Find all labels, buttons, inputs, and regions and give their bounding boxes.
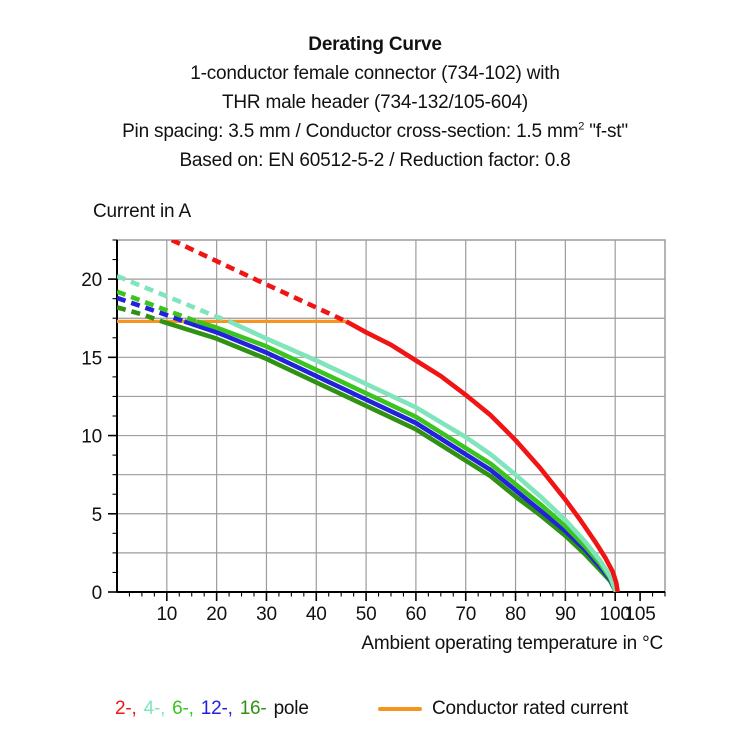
- y-axis-title: Current in A: [93, 201, 191, 222]
- x-tick-label: 50: [356, 604, 377, 625]
- x-tick-label: 90: [555, 604, 576, 625]
- title-line-header: THR male header (734-132/105-604): [221, 92, 529, 113]
- x-axis-title: Ambient operating temperature in °C: [361, 633, 663, 654]
- y-tick-label: 5: [92, 505, 102, 526]
- y-tick-label: 0: [92, 583, 102, 604]
- curve-2-pole: [345, 319, 620, 592]
- spec-text-after: "f-st": [584, 121, 628, 142]
- legend-pole-2: 2-,: [115, 698, 137, 719]
- legend-rated: Conductor rated current: [378, 698, 628, 720]
- x-tick-label: 80: [505, 604, 526, 625]
- x-tick-label: 60: [406, 604, 427, 625]
- curve-12-pole: [183, 319, 619, 592]
- legend-pole-6: 6-,: [172, 698, 194, 719]
- legend-pole-12: 12-,: [200, 698, 233, 719]
- curve-dashed-2-pole: [170, 240, 348, 324]
- legend-rated-label: Conductor rated current: [432, 698, 629, 719]
- legend-pole-suffix: pole: [273, 698, 309, 719]
- legend-poles: 2-, 4-, 6-, 12-, 16- pole: [115, 698, 309, 720]
- chart-title: Derating Curve: [308, 34, 442, 55]
- x-tick-label: 40: [306, 604, 327, 625]
- curve-dashed-6-pole: [117, 289, 198, 324]
- title-line-spec: Pin spacing: 3.5 mm / Conductor cross-se…: [0, 117, 750, 146]
- x-tick-label: 70: [455, 604, 476, 625]
- x-tick-label: 105: [625, 604, 656, 625]
- curve-6-pole: [196, 319, 619, 592]
- curve-dashed-16-pole: [117, 305, 163, 324]
- x-tick-label: 10: [156, 604, 177, 625]
- x-tick-label: 100: [600, 604, 631, 625]
- spec-superscript: 2: [578, 120, 585, 133]
- curve-dashed-12-pole: [117, 295, 186, 324]
- title-line-connector: 1-conductor female connector (734-102) w…: [190, 63, 560, 84]
- x-tick-label: 20: [206, 604, 227, 625]
- rated-current-line-sample: [378, 707, 422, 711]
- y-tick-label: 10: [81, 427, 102, 448]
- curve-dashed-4-pole: [117, 273, 230, 324]
- legend-pole-16: 16-: [239, 698, 267, 719]
- y-tick-label: 20: [81, 270, 102, 291]
- legend-pole-4: 4-,: [143, 698, 166, 719]
- title-line-basis: Based on: EN 60512-5-2 / Reduction facto…: [179, 150, 571, 171]
- x-tick-label: 30: [256, 604, 277, 625]
- spec-text: Pin spacing: 3.5 mm / Conductor cross-se…: [122, 121, 579, 142]
- curve-4-pole: [228, 319, 619, 592]
- curve-16-pole: [161, 319, 619, 592]
- title-block: Derating Curve 1-conductor female connec…: [0, 30, 750, 175]
- y-tick-label: 15: [81, 348, 102, 369]
